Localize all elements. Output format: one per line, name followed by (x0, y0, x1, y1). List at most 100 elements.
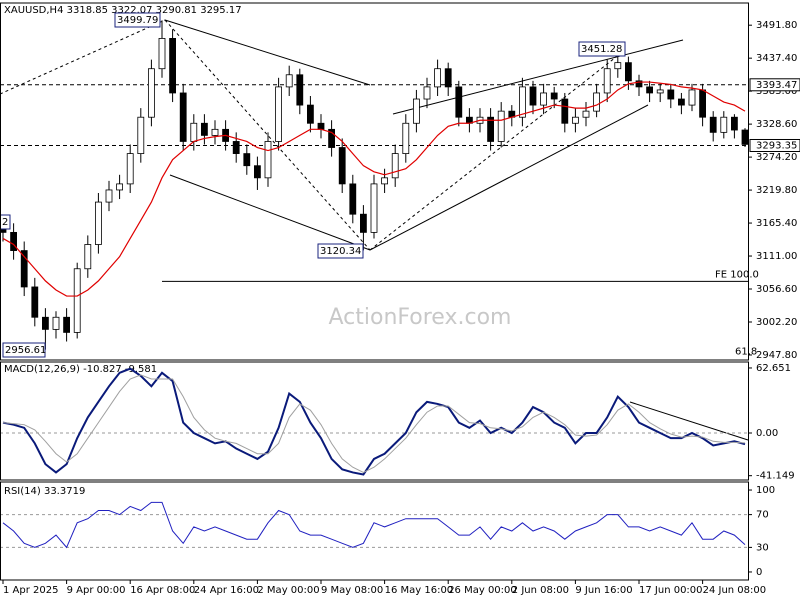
candle-body (317, 122, 325, 130)
candle-body (614, 62, 622, 70)
candle-body (582, 110, 590, 118)
y-tick-label: 3437.40 (756, 53, 797, 64)
x-tick-label: 24 Apr 16:00 (194, 585, 259, 596)
x-tick-label: 24 Jun 08:00 (703, 585, 767, 596)
candle-body (169, 38, 177, 94)
x-tick-label: 9 May 08:00 (321, 585, 383, 596)
candle-body (200, 122, 208, 136)
y-tick-label: 2947.80 (756, 350, 797, 361)
price-label-box (317, 243, 364, 259)
y-tick-label: 3274.20 (756, 152, 797, 163)
candle-body (731, 116, 738, 131)
y-tick-label: -41.149 (756, 471, 795, 482)
price-label: 3499.79 (117, 15, 158, 26)
indicator-line (2, 374, 746, 473)
indicator-line (2, 501, 746, 549)
candle-body (20, 250, 28, 288)
candle-body (625, 62, 632, 82)
rsi-title: RSI(14) 33.3719 (4, 486, 85, 497)
candle-body (720, 116, 728, 133)
panel-border (0, 481, 749, 581)
price-label-box (0, 214, 11, 230)
moving-average (2, 81, 746, 297)
trend-line (369, 104, 649, 251)
price-label: 2956.61 (5, 345, 46, 356)
watermark: ActionForex.com (329, 305, 512, 330)
level-box (749, 78, 800, 92)
x-tick-label: 2 Jun 08:00 (512, 585, 569, 596)
candle-body (741, 129, 749, 145)
candle-body (52, 316, 60, 330)
candle-body (455, 86, 463, 118)
candle-body (434, 68, 442, 88)
x-tick-label: 16 May 16:00 (385, 585, 454, 596)
candle-body (116, 183, 123, 191)
price-label-box (114, 12, 161, 28)
candle-body (42, 316, 49, 330)
candle-body (190, 122, 198, 142)
candle-body (688, 89, 696, 106)
y-tick-label: 62.651 (756, 363, 791, 374)
candle-body (359, 213, 367, 233)
candle-body (253, 165, 261, 179)
y-tick-label: 3491.80 (756, 20, 797, 31)
candle-body (147, 68, 155, 118)
candle-body (10, 231, 18, 251)
fib-label: FE 100.0 (715, 269, 759, 280)
trend-line (169, 174, 371, 251)
macd-title: MACD(12,26,9) -10.827 -9.581 (4, 364, 157, 375)
x-tick-label: 9 Jun 16:00 (575, 585, 632, 596)
candle-body (412, 98, 420, 124)
candle-body (306, 104, 314, 124)
trend-line (164, 19, 371, 86)
candle-body (487, 116, 495, 142)
y-tick-label: 70 (756, 510, 769, 521)
y-tick-label: 30 (756, 542, 769, 553)
candle-body (243, 153, 251, 167)
x-tick-label: 26 May 00:00 (448, 585, 517, 596)
candle-body (179, 92, 187, 142)
trend-line (369, 49, 626, 251)
price-label: 3451.28 (581, 44, 622, 55)
candle-body (370, 183, 378, 233)
candle-body (699, 89, 706, 118)
y-tick-label: 3111.00 (756, 251, 797, 262)
level-label: 3293.35 (756, 140, 797, 151)
candle-body (137, 116, 145, 154)
chart-title: XAUUSD,H4 3318.85 3322.07 3290.81 3295.1… (4, 5, 242, 16)
candle-body (381, 177, 389, 185)
y-tick-label: 3002.20 (756, 317, 797, 328)
y-tick-label: 3056.60 (756, 284, 797, 295)
candle-body (603, 68, 611, 94)
x-tick-label: 9 Apr 00:00 (67, 585, 126, 596)
candle-body (678, 98, 685, 106)
candle-body (232, 141, 240, 154)
y-tick-label: 3383.00 (756, 86, 797, 97)
candle-body (402, 122, 410, 154)
candle-body (540, 92, 547, 106)
candle-body (264, 141, 272, 179)
indicator-line (2, 367, 746, 476)
candle-body (73, 268, 81, 333)
panel-border (0, 361, 749, 481)
y-tick-label: 0 (756, 567, 762, 578)
candle-body (158, 38, 166, 70)
candle-body (635, 80, 643, 88)
y-tick-label: 100 (756, 485, 775, 496)
candle-body (285, 74, 293, 88)
candle-body (63, 316, 70, 333)
candle-body (497, 110, 505, 142)
candle-body (95, 201, 102, 245)
candle-body (275, 86, 283, 142)
price-label-box (2, 342, 46, 358)
trend-line (392, 39, 684, 115)
x-tick-label: 1 Apr 2025 (3, 585, 58, 596)
y-tick-label: 0.00 (756, 428, 778, 439)
candle-body (391, 153, 399, 179)
panel-border (0, 2, 749, 361)
level-box (749, 138, 800, 152)
trend-lines (0, 19, 749, 441)
y-tick-label: 3165.40 (756, 218, 797, 229)
